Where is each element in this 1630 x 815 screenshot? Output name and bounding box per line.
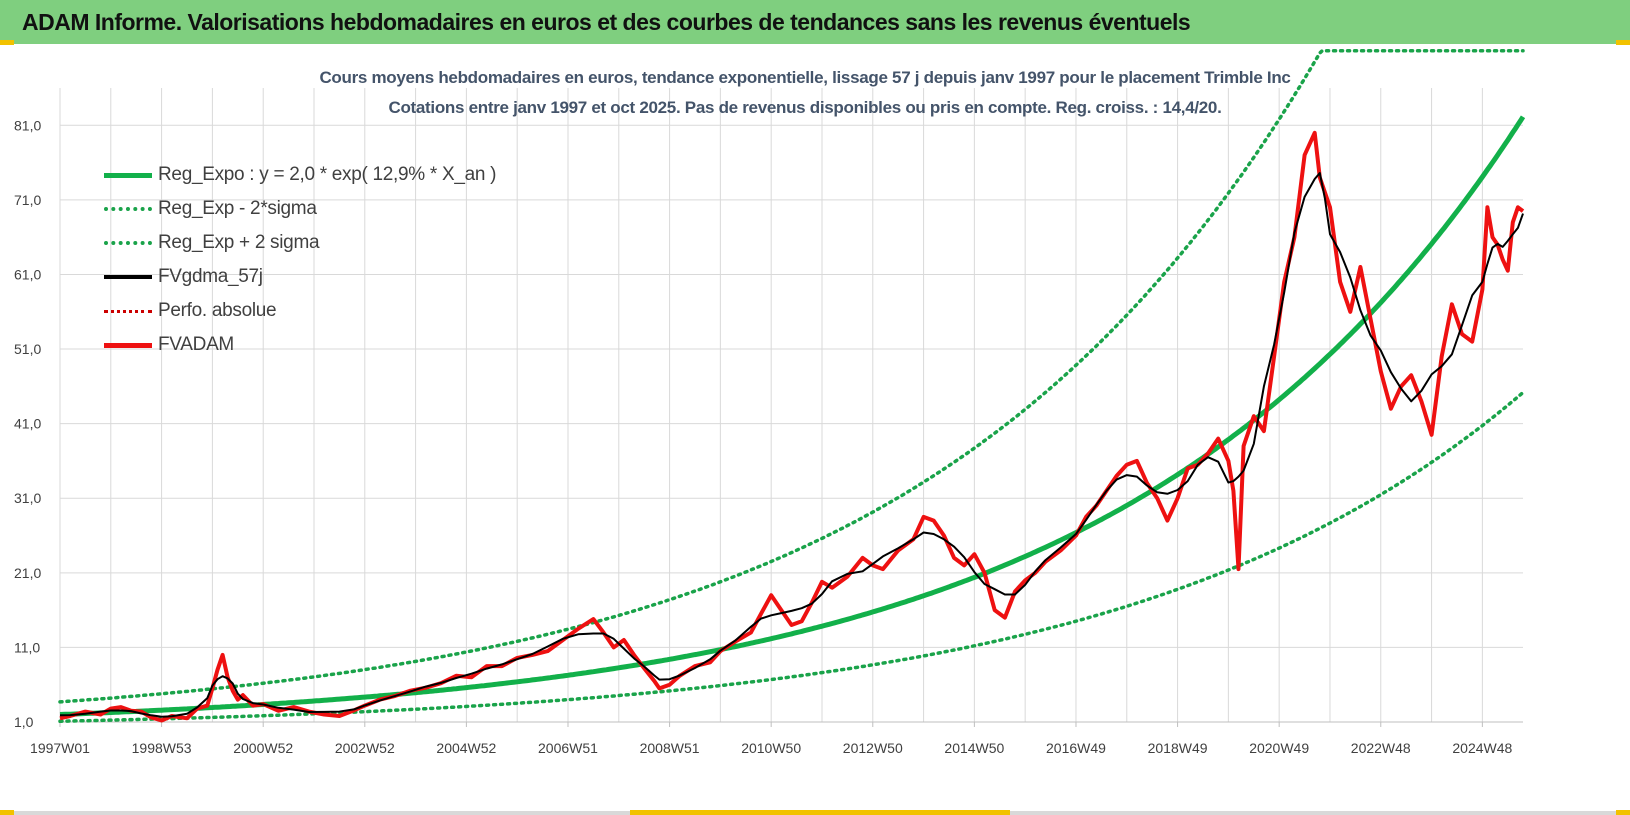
- x-tick-label: 2010W50: [741, 740, 801, 756]
- y-tick-label: 71,0: [14, 192, 41, 208]
- x-tick-label: 2002W52: [335, 740, 395, 756]
- x-tick-label: 2006W51: [538, 740, 598, 756]
- legend-label: Reg_Expo : y = 2,0 * exp( 12,9% * X_an ): [158, 164, 497, 185]
- legend-label: FVgdma_57j: [158, 266, 263, 287]
- corner-marker: [0, 40, 14, 45]
- y-tick-label: 11,0: [14, 639, 40, 655]
- legend-label: Reg_Exp + 2 sigma: [158, 232, 320, 253]
- x-tick-label: 1998W53: [132, 740, 192, 756]
- smoothed-line: [59, 172, 1524, 718]
- legend-swatch-band: [104, 241, 152, 245]
- legend-label: Perfo. absolue: [158, 300, 277, 321]
- y-tick-label: 51,0: [14, 341, 41, 357]
- chart-title: Cours moyens hebdomadaires en euros, ten…: [319, 68, 1291, 87]
- chart-legend: Reg_Expo : y = 2,0 * exp( 12,9% * X_an )…: [104, 158, 496, 362]
- legend-swatch-band: [104, 207, 152, 211]
- corner-marker: [1616, 810, 1630, 815]
- legend-label: FVADAM: [158, 334, 234, 355]
- price-line: [59, 130, 1525, 723]
- lower-band-line: [58, 390, 1525, 724]
- legend-item-fvadam: FVADAM: [104, 328, 496, 362]
- regression-line: [59, 115, 1526, 717]
- legend-item-reg-exp-upper: Reg_Exp + 2 sigma: [104, 226, 496, 260]
- y-tick-label: 61,0: [14, 266, 41, 282]
- chart: 1,0 11,0 21,0 31,0 41,0 51,0 61,0 71,0 81,0 1997W…: [14, 48, 1526, 756]
- y-tick-label: 21,0: [14, 565, 41, 581]
- x-tick-label: 2000W52: [233, 740, 293, 756]
- header-bar: ADAM Informe. Valorisations hebdomadaire…: [0, 0, 1630, 44]
- legend-swatch-perf: [104, 309, 152, 313]
- chart-subtitle: Cotations entre janv 1997 et oct 2025. P…: [388, 98, 1222, 117]
- legend-item-reg-exp-lower: Reg_Exp - 2*sigma: [104, 192, 496, 226]
- sheet-tab-marker: [630, 810, 1010, 815]
- y-tick-label: 41,0: [14, 416, 41, 432]
- legend-swatch-trend: [104, 172, 152, 178]
- x-tick-label: 2018W49: [1148, 740, 1208, 756]
- corner-marker: [1616, 40, 1630, 45]
- y-tick-label: 1,0: [14, 714, 34, 730]
- x-tick-label: 2008W51: [640, 740, 700, 756]
- page-title: ADAM Informe. Valorisations hebdomadaire…: [22, 8, 1191, 35]
- y-tick-label: 31,0: [14, 490, 41, 506]
- legend-label: Reg_Exp - 2*sigma: [158, 198, 317, 219]
- legend-swatch-price: [104, 342, 152, 348]
- legend-item-reg-expo: Reg_Expo : y = 2,0 * exp( 12,9% * X_an ): [104, 158, 496, 192]
- x-tick-label: 2020W49: [1249, 740, 1309, 756]
- y-tick-label: 81,0: [14, 117, 41, 133]
- x-tick-label: 2014W50: [944, 740, 1004, 756]
- corner-marker: [0, 810, 14, 815]
- x-tick-label: 2016W49: [1046, 740, 1106, 756]
- legend-item-perfo: Perfo. absolue: [104, 294, 496, 328]
- x-tick-label: 2024W48: [1452, 740, 1512, 756]
- x-tick-label: 1997W01: [30, 740, 90, 756]
- x-tick-label: 2004W52: [436, 740, 496, 756]
- x-tick-label: 2012W50: [843, 740, 903, 756]
- upper-band-line: [58, 48, 1525, 704]
- x-tick-label: 2022W48: [1351, 740, 1411, 756]
- legend-item-fvgdma: FVgdma_57j: [104, 260, 496, 294]
- legend-swatch-smooth: [104, 275, 152, 279]
